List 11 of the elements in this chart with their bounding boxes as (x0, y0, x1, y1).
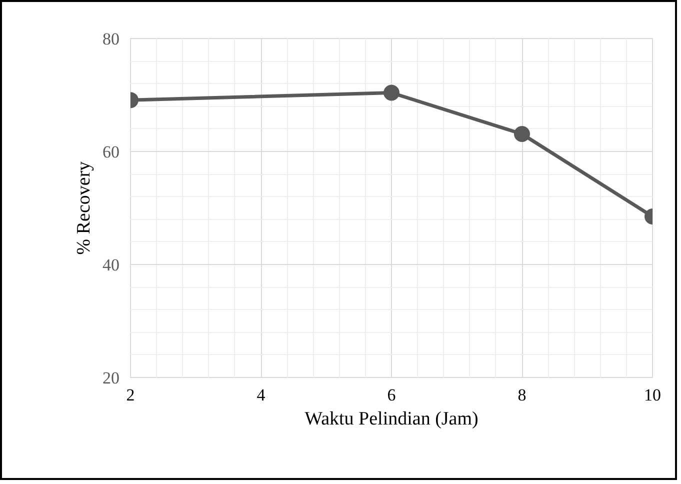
y-axis-title: % Recovery (74, 160, 94, 255)
x-axis-title: Waktu Pelindian (Jam) (304, 408, 478, 430)
y-tick-label: 20 (102, 368, 120, 388)
x-tick-label: 10 (644, 386, 661, 404)
x-tick-label: 4 (256, 386, 266, 404)
x-tick-label: 2 (126, 386, 135, 404)
x-tick-label: 8 (518, 386, 526, 404)
y-tick-label: 80 (102, 30, 120, 48)
y-tick-label: 40 (102, 256, 120, 274)
x-tick-label: 6 (387, 386, 396, 404)
y-tick-label: 60 (102, 142, 120, 162)
